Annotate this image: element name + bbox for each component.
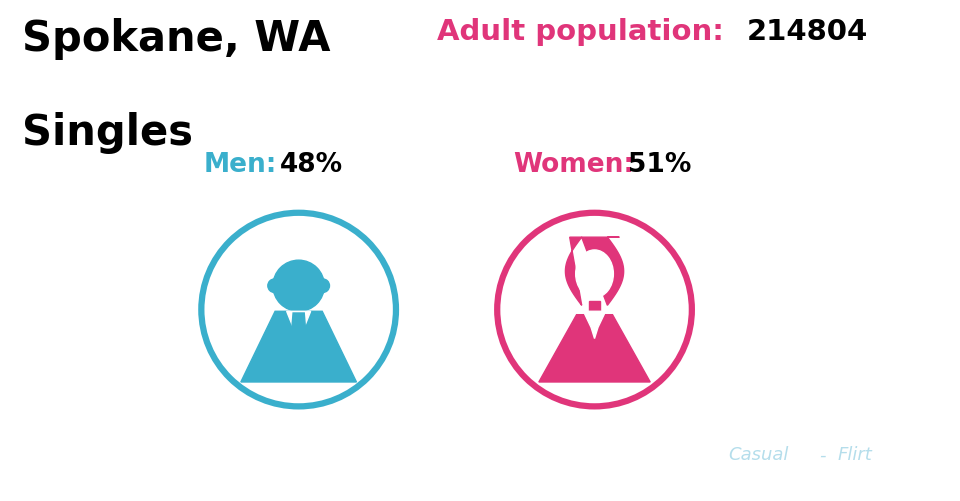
Polygon shape bbox=[565, 237, 624, 306]
Circle shape bbox=[268, 280, 281, 293]
Bar bbox=[589, 302, 600, 317]
Text: 51%: 51% bbox=[628, 151, 691, 177]
Circle shape bbox=[316, 280, 329, 293]
Text: Spokane, WA: Spokane, WA bbox=[22, 18, 330, 60]
Circle shape bbox=[273, 261, 324, 312]
Text: Adult population:: Adult population: bbox=[437, 18, 724, 46]
Text: 48%: 48% bbox=[279, 151, 343, 177]
Text: -: - bbox=[819, 445, 826, 463]
Polygon shape bbox=[539, 315, 650, 382]
Polygon shape bbox=[287, 312, 311, 350]
Polygon shape bbox=[292, 313, 305, 358]
Text: Men:: Men: bbox=[204, 151, 276, 177]
Text: 214804: 214804 bbox=[747, 18, 869, 46]
Text: Flirt: Flirt bbox=[838, 445, 873, 463]
Polygon shape bbox=[241, 312, 356, 382]
Text: Casual: Casual bbox=[728, 445, 788, 463]
Text: Women:: Women: bbox=[514, 151, 635, 177]
Text: Singles: Singles bbox=[22, 112, 193, 154]
Polygon shape bbox=[584, 312, 606, 339]
Bar bbox=[293, 297, 304, 312]
Ellipse shape bbox=[576, 250, 613, 298]
